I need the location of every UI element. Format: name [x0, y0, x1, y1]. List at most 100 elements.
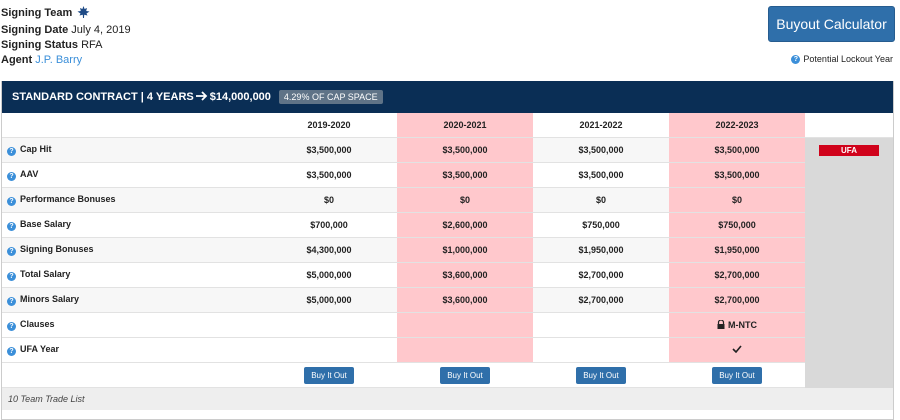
arrow-right-icon: [195, 90, 208, 104]
table-row: ? Minors Salary $5,000,000 $3,600,000 $2,…: [2, 287, 893, 313]
lock-icon: [717, 318, 725, 331]
table-row: ? Signing Bonuses $4,300,000 $1,000,000 $…: [2, 237, 893, 263]
table-cell: $700,000: [261, 212, 397, 238]
table-cell: $2,600,000: [397, 212, 533, 238]
help-icon[interactable]: ?: [791, 54, 801, 64]
help-icon[interactable]: ?: [7, 172, 16, 181]
help-icon[interactable]: ?: [7, 297, 16, 306]
table-cell: $0: [533, 187, 669, 213]
table-cell: $3,500,000: [261, 137, 397, 163]
table-cell: [533, 337, 669, 363]
buyout-calculator-button[interactable]: Buyout Calculator: [768, 6, 895, 42]
checkmark-icon: [732, 345, 742, 355]
row-label: UFA Year: [20, 344, 60, 354]
row-label: Total Salary: [20, 269, 71, 279]
lockout-legend: ? Potential Lockout Year: [791, 54, 893, 64]
table-cell: $4,300,000: [261, 237, 397, 263]
help-icon[interactable]: ?: [7, 272, 16, 281]
maple-leaf-logo-icon[interactable]: [77, 6, 90, 23]
signing-status-row: Signing Status RFA: [1, 38, 131, 53]
contract-header: STANDARD CONTRACT | 4 YEARS $14,000,000 …: [2, 81, 893, 113]
table-cell: $750,000: [669, 212, 805, 238]
table-cell: $5,000,000: [261, 287, 397, 313]
table-cell: $1,000,000: [397, 237, 533, 263]
table-cell: [261, 312, 397, 338]
row-label: Minors Salary: [20, 294, 80, 304]
table-cell: $2,700,000: [533, 262, 669, 288]
signing-date-label: Signing Date: [1, 24, 69, 36]
buy-it-out-button[interactable]: Buy It Out: [304, 366, 354, 384]
table-cell: $1,950,000: [533, 237, 669, 263]
table-row: ? Total Salary $5,000,000 $3,600,000 $2,7…: [2, 262, 893, 288]
help-icon[interactable]: ?: [7, 197, 16, 206]
table-row: ? Performance Bonuses $0 $0 $0 $0: [2, 187, 893, 213]
season-header-row: 2019-2020 2020-2021 2021-2022 2022-2023: [2, 113, 893, 138]
table-cell: $1,950,000: [669, 237, 805, 263]
table-cell: $2,700,000: [669, 287, 805, 313]
table-cell: $3,500,000: [669, 137, 805, 163]
season-header: 2022-2023: [669, 113, 805, 138]
row-label: Clauses: [20, 319, 55, 329]
signing-date-row: Signing Date July 4, 2019: [1, 23, 131, 38]
table-row: ? Cap Hit $3,500,000 $3,500,000 $3,500,00…: [2, 137, 893, 163]
lockout-label: Potential Lockout Year: [803, 54, 893, 64]
table-cell: $0: [397, 187, 533, 213]
agent-link[interactable]: J.P. Barry: [35, 54, 83, 66]
table-cell: $0: [261, 187, 397, 213]
table-cell: $5,000,000: [261, 262, 397, 288]
table-cell: $3,600,000: [397, 287, 533, 313]
help-icon[interactable]: ?: [7, 222, 16, 231]
table-cell: $3,500,000: [397, 162, 533, 188]
row-label: AAV: [20, 169, 39, 179]
season-header: 2019-2020: [261, 113, 397, 138]
table-cell: $3,500,000: [261, 162, 397, 188]
table-cell: $2,700,000: [669, 262, 805, 288]
table-cell: $3,500,000: [669, 162, 805, 188]
table-cell: [397, 312, 533, 338]
table-cell: [397, 337, 533, 363]
table-cell: $0: [669, 187, 805, 213]
help-icon[interactable]: ?: [7, 322, 16, 331]
agent-row: Agent J.P. Barry: [1, 53, 131, 68]
clause-label: M-NTC: [728, 319, 757, 330]
table-cell: [669, 337, 805, 363]
signing-status-label: Signing Status: [1, 39, 78, 51]
buy-it-out-button[interactable]: Buy It Out: [576, 366, 626, 384]
buy-it-out-button[interactable]: Buy It Out: [440, 366, 490, 384]
signing-team-label: Signing Team: [1, 7, 73, 19]
help-icon[interactable]: ?: [7, 347, 16, 356]
buy-it-out-button[interactable]: Buy It Out: [712, 366, 762, 384]
contract-table: 2019-2020 2020-2021 2021-2022 2022-2023 …: [2, 113, 893, 388]
table-row: ? UFA Year: [2, 337, 893, 363]
contract-table-container: STANDARD CONTRACT | 4 YEARS $14,000,000 …: [1, 81, 894, 420]
signing-team-row: Signing Team: [1, 6, 131, 23]
table-row: ? Base Salary $700,000 $2,600,000 $750,00…: [2, 212, 893, 238]
help-icon[interactable]: ?: [7, 247, 16, 256]
season-header: 2020-2021: [397, 113, 533, 138]
row-label: Performance Bonuses: [20, 194, 116, 204]
table-cell: $3,500,000: [533, 162, 669, 188]
signing-info: Signing Team Signing Date July 4, 2019 S…: [1, 6, 131, 68]
table-row: ? Clauses M-NTC: [2, 312, 893, 338]
season-header: 2021-2022: [533, 113, 669, 138]
row-label: Signing Bonuses: [20, 244, 94, 254]
row-label: Cap Hit: [20, 144, 52, 154]
table-cell: [533, 312, 669, 338]
table-cell: $750,000: [533, 212, 669, 238]
table-row: ? AAV $3,500,000 $3,500,000 $3,500,000 $3…: [2, 162, 893, 188]
table-cell: $3,500,000: [533, 137, 669, 163]
table-cell: [261, 337, 397, 363]
signing-date-value: July 4, 2019: [71, 24, 131, 36]
row-label: Base Salary: [20, 219, 72, 229]
contract-total: $14,000,000: [209, 91, 271, 103]
cap-space-badge: 4.29% OF CAP SPACE: [278, 90, 383, 104]
table-cell: $3,600,000: [397, 262, 533, 288]
table-cell: $3,500,000: [397, 137, 533, 163]
trade-list-footer: 10 Team Trade List: [2, 388, 893, 410]
agent-label: Agent: [1, 54, 33, 66]
buyout-row: Buy It Out Buy It Out Buy It Out Buy It …: [2, 362, 893, 388]
table-cell[interactable]: M-NTC: [669, 312, 805, 338]
signing-status-value: RFA: [81, 39, 103, 51]
help-icon[interactable]: ?: [7, 147, 16, 156]
ufa-badge: UFA: [819, 144, 879, 156]
